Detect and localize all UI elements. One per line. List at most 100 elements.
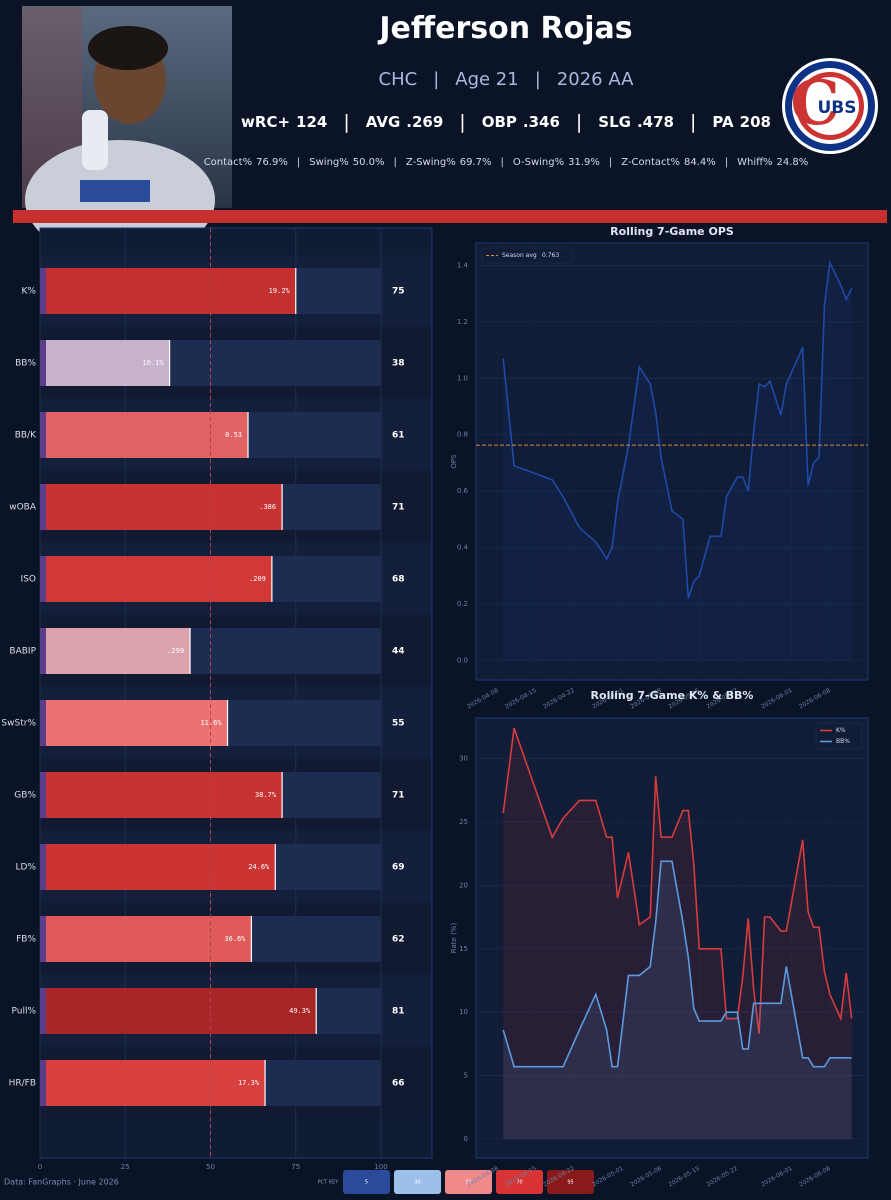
- discipline-label: O-Swing%: [512, 156, 565, 168]
- x-tick-label: 100: [374, 1163, 387, 1171]
- discipline-value: 50.0%: [352, 156, 385, 168]
- x-tick-label: 2026-05-08: [629, 1165, 663, 1189]
- category-label: BB%: [15, 359, 36, 369]
- discipline-label: Swing%: [309, 156, 349, 168]
- bar: [40, 484, 283, 530]
- bar: [40, 700, 228, 746]
- percentile-label: 38: [392, 359, 405, 369]
- separator: |: [724, 156, 729, 168]
- y-tick-label: 30: [459, 755, 468, 763]
- discipline-label: Z-Contact%: [621, 156, 680, 168]
- line: [502, 860, 852, 1068]
- stat-value: 208: [739, 113, 771, 131]
- category-label: K%: [22, 287, 37, 297]
- area-fill: [503, 861, 852, 1139]
- info-item: CHC: [378, 68, 418, 90]
- y-tick-label: 15: [459, 945, 468, 953]
- key-swatch: [445, 1170, 492, 1194]
- y-tick-label: 1.4: [457, 262, 469, 270]
- stat-value: .269: [406, 113, 444, 131]
- category-label: BB/K: [15, 431, 37, 441]
- key-swatch: [394, 1170, 441, 1194]
- area-fill: [503, 728, 852, 1139]
- chart-title: Rolling 7-Game K% & BB%: [591, 689, 754, 702]
- stat-value: 124: [296, 113, 328, 131]
- y-axis-label: OPS: [450, 454, 458, 469]
- x-tick-label: 2026-05-15: [667, 1165, 701, 1189]
- x-tick-label: 2026-04-22: [542, 687, 576, 711]
- x-tick-label: 75: [291, 1163, 300, 1171]
- separator: |: [296, 156, 301, 168]
- line: [502, 259, 853, 599]
- y-tick-label: 0.2: [457, 600, 468, 608]
- bar: [40, 844, 276, 890]
- stat-label: 24.6%: [248, 863, 270, 871]
- percentile-label: 62: [392, 935, 405, 945]
- category-label: LD%: [16, 863, 37, 873]
- separator: |: [433, 68, 440, 90]
- legend-label: K%: [836, 727, 846, 734]
- y-tick-label: 1.2: [457, 318, 468, 326]
- bar: [40, 916, 252, 962]
- area-fill: [503, 262, 852, 661]
- discipline-value: 69.7%: [459, 156, 492, 168]
- data-source: Data: FanGraphs · June 2026: [4, 1178, 119, 1187]
- key-swatch: [496, 1170, 543, 1194]
- discipline-stat: Z-Contact% 84.4%: [621, 157, 715, 168]
- divider-band: [13, 210, 887, 223]
- stat-value: .478: [636, 113, 674, 131]
- stat-label: AVG: [365, 113, 401, 131]
- percentile-label: 44: [392, 647, 405, 657]
- stat-label: OBP: [481, 113, 517, 131]
- percentile-label: 81: [392, 1007, 405, 1017]
- bar: [40, 988, 317, 1034]
- x-tick-label: 50: [206, 1163, 215, 1171]
- legend-box: [815, 722, 863, 750]
- discipline-stat: Contact% 76.9%: [204, 157, 288, 168]
- stat-label: wRC+: [241, 113, 291, 131]
- stat-label: 38.7%: [255, 791, 277, 799]
- percentile-label: 68: [392, 575, 405, 585]
- stat: PA 208: [712, 113, 771, 131]
- stat: OBP .346: [482, 113, 560, 131]
- stat: wRC+ 124: [241, 113, 327, 131]
- key-label: 5: [365, 1180, 368, 1186]
- y-tick-label: 20: [459, 881, 468, 889]
- y-tick-label: 10: [459, 1008, 468, 1016]
- bar: [40, 340, 170, 386]
- discipline-value: 84.4%: [683, 156, 716, 168]
- stat-label: .209: [249, 575, 266, 583]
- player-info: CHC | Age 21 | 2026 AA: [240, 66, 772, 92]
- chart-title: Rolling 7-Game OPS: [610, 225, 734, 238]
- plate-discipline: Contact% 76.9% | Swing% 50.0% | Z-Swing% 69.7% |…: [204, 154, 809, 170]
- y-tick-label: 0.6: [457, 487, 469, 495]
- separator: |: [608, 156, 613, 168]
- key-label: 70: [516, 1180, 522, 1186]
- separator: |: [500, 156, 504, 168]
- x-tick-label: 0: [38, 1163, 42, 1171]
- bar: [40, 412, 249, 458]
- category-label: FB%: [16, 935, 36, 945]
- discipline-label: Z-Swing%: [405, 156, 456, 168]
- category-label: BABIP: [9, 647, 36, 657]
- percentile-label: 66: [392, 1079, 405, 1089]
- info-item: Age 21: [455, 68, 519, 90]
- bar-stub: [40, 628, 46, 674]
- bar-stub: [40, 412, 46, 458]
- percentile-label: 69: [392, 863, 405, 873]
- x-tick-label: 2026-05-01: [591, 1165, 625, 1189]
- discipline-stat: Whiff% 24.8%: [737, 157, 808, 168]
- separator: |: [690, 111, 697, 133]
- stat-label: PA: [712, 113, 734, 131]
- legend-value: 0.763: [542, 252, 559, 259]
- stat-label: 49.3%: [289, 1007, 311, 1015]
- info-item: 2026 AA: [556, 68, 634, 90]
- legend-box: [481, 247, 573, 264]
- category-label: SwStr%: [1, 719, 36, 729]
- discipline-value: 31.9%: [568, 156, 600, 168]
- stat-label: .386: [259, 503, 276, 511]
- stat: SLG .478: [598, 113, 674, 131]
- key-swatch: [547, 1170, 594, 1194]
- bar-stub: [40, 916, 46, 962]
